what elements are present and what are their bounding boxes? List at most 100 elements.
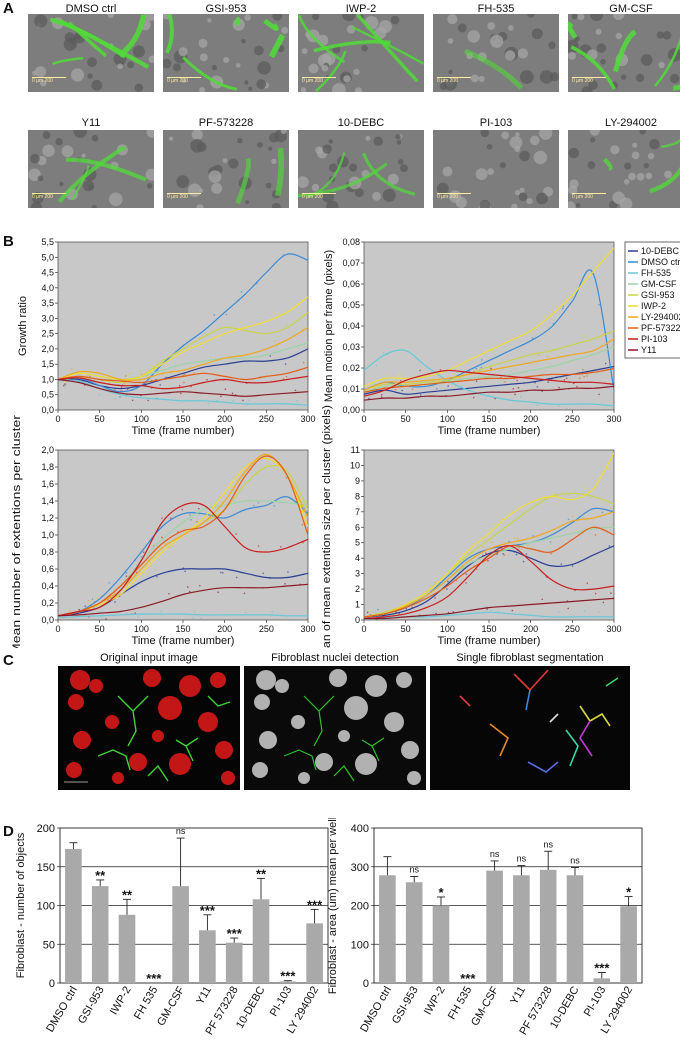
x-tick-label: 300: [300, 414, 315, 424]
data-point: [558, 386, 560, 389]
data-point: [481, 359, 483, 361]
data-point: [511, 609, 514, 612]
data-point: [262, 572, 264, 575]
scale-bar-line: [167, 193, 201, 194]
micrograph-drawing: [568, 14, 680, 92]
data-point: [400, 619, 403, 620]
data-point: [302, 361, 305, 364]
data-point: [301, 523, 304, 526]
data-point: [556, 503, 558, 505]
data-point: [253, 504, 255, 507]
x-tick-label: 50: [401, 624, 411, 634]
data-point: [562, 305, 565, 308]
x-tick-label: 0: [55, 414, 60, 424]
significance-label: ns: [490, 849, 500, 859]
data-point: [242, 399, 244, 402]
y-tick-label: 1,0: [41, 374, 54, 384]
data-point: [380, 396, 383, 398]
data-point: [586, 582, 589, 584]
panel-c-title-nuclei: Fibroblast nuclei detection: [271, 652, 399, 664]
legend-label: IWP-2: [641, 301, 666, 311]
y-axis-label: Growth ratio: [17, 296, 29, 356]
data-point: [565, 407, 568, 410]
data-point: [216, 399, 219, 402]
data-point: [297, 346, 300, 348]
data-point: [608, 545, 611, 547]
micrograph-image: 0 µm 200: [568, 130, 680, 208]
condition-label: PF-573228: [198, 117, 254, 129]
y-tick-label: 0,00: [342, 405, 360, 415]
data-point: [206, 378, 208, 381]
scale-bar: 0 µm 200: [32, 76, 66, 84]
data-point: [114, 397, 116, 400]
data-point: [559, 351, 561, 354]
data-point: [172, 545, 175, 548]
data-point: [248, 399, 251, 401]
data-point: [434, 581, 436, 584]
micrograph-image: 0 µm 200: [163, 130, 289, 208]
significance-label: ns: [543, 839, 553, 849]
data-point: [174, 362, 177, 364]
data-point: [193, 610, 196, 612]
data-point: [549, 541, 552, 543]
data-point: [131, 399, 134, 402]
data-point: [139, 370, 142, 372]
scale-bar-line: [302, 193, 336, 194]
micrograph-image: 0 µm 200: [433, 14, 559, 92]
data-point: [176, 531, 179, 533]
data-point: [601, 511, 604, 514]
data-point: [594, 592, 597, 595]
data-point: [285, 375, 288, 378]
data-point: [142, 551, 145, 553]
scale-bar-label: 0 µm 200: [572, 78, 593, 84]
series-line-10-DEBC: [364, 545, 614, 618]
y-tick-label: 0,05: [342, 300, 360, 310]
x-tick-label: 150: [481, 624, 496, 634]
micrograph-image: 0 µm 200: [298, 14, 424, 92]
data-point: [364, 614, 365, 617]
condition-label: GM-CSF: [609, 3, 653, 15]
data-point: [452, 610, 455, 613]
micrograph-drawing: [169, 130, 288, 208]
y-tick-label: 0,4: [41, 581, 54, 591]
data-point: [271, 610, 273, 613]
data-point: [192, 617, 194, 619]
data-point: [439, 369, 442, 371]
data-point: [598, 393, 600, 396]
x-tick-label: 250: [565, 414, 580, 424]
data-point: [369, 622, 371, 624]
data-point: [232, 491, 235, 494]
data-point: [181, 536, 183, 539]
y-tick-label: 0,0: [41, 615, 54, 625]
x-tick-label: 0: [361, 414, 366, 424]
data-point: [596, 618, 599, 620]
data-point: [144, 571, 147, 574]
data-point: [382, 352, 385, 355]
data-point: [269, 355, 272, 357]
y-tick-label: 3,5: [41, 298, 54, 308]
data-point: [160, 619, 163, 620]
condition-label: 10-DEBC: [337, 117, 385, 129]
micrograph-image: 0 µm 200: [28, 14, 154, 92]
x-tick-label: IWP-2: [422, 985, 448, 1017]
data-point: [585, 336, 588, 339]
data-point: [544, 315, 546, 317]
significance-label: ns: [176, 826, 186, 836]
data-point: [62, 384, 65, 387]
data-point: [287, 571, 289, 573]
data-point: [224, 388, 227, 390]
data-point: [243, 592, 246, 595]
series-line-DMSO ctrl: [58, 253, 308, 393]
series-line-Y11: [364, 597, 614, 620]
data-point: [541, 598, 544, 601]
data-point: [515, 553, 518, 556]
data-point: [462, 551, 465, 554]
data-point: [536, 385, 539, 388]
scale-bar-line: [32, 193, 66, 194]
data-point: [486, 608, 488, 610]
data-point: [186, 586, 189, 588]
data-point: [199, 584, 201, 587]
significance-label: ***: [146, 971, 162, 986]
condition-label: GSI-953: [205, 3, 247, 15]
data-point: [548, 362, 550, 364]
